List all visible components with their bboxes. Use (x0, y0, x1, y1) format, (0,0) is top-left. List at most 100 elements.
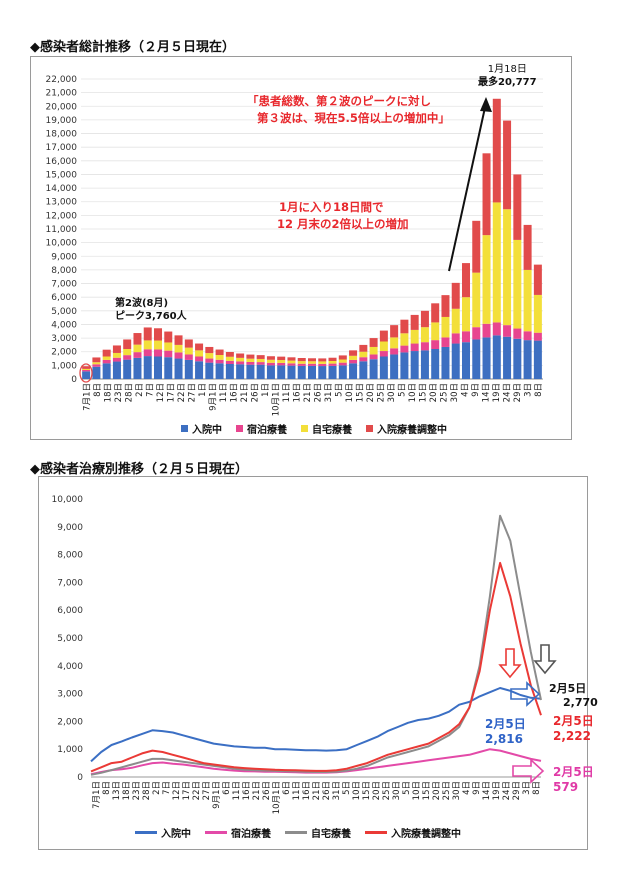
bar-segment (123, 355, 132, 360)
x-tick-label: 8日 (534, 383, 544, 397)
legend-home: 自宅療養 (301, 421, 352, 436)
bar-segment (533, 294, 542, 333)
bar-segment (174, 335, 183, 345)
x-tick-label: 16日 (242, 781, 252, 800)
bar-segment (420, 350, 429, 379)
bar-segment (338, 359, 347, 363)
x-tick-label: 18日 (122, 781, 132, 800)
bar-segment (92, 357, 101, 363)
bar-segment (431, 303, 440, 323)
legend-label-home: 自宅療養 (312, 425, 352, 436)
y-tick-label: 13,000 (46, 198, 78, 208)
x-tick-label: 25日 (442, 781, 452, 800)
x-tick-label: 26日 (250, 383, 260, 402)
bar-segment (503, 120, 512, 210)
y-tick-label: 17,000 (46, 143, 78, 153)
y-tick-label: 2,000 (51, 348, 77, 358)
bar-segment (195, 350, 204, 357)
x-tick-label: 29日 (512, 781, 522, 800)
y-tick-label: 6,000 (51, 293, 77, 303)
y-tick-label: 9,000 (51, 252, 77, 262)
bar-segment (390, 354, 399, 379)
adjusting-end-note: 2月5日 2,222 (553, 714, 594, 744)
bar-segment (441, 337, 450, 347)
bar-segment (112, 361, 121, 379)
bar-segment (431, 322, 440, 341)
home-end-note: 2月5日 2,770 (549, 682, 598, 710)
y-tick-label: 15,000 (46, 170, 78, 180)
bar-segment (523, 224, 532, 270)
legend2-label-home: 自宅療養 (311, 829, 351, 840)
bar-segment (225, 352, 234, 357)
x-tick-label: 19日 (492, 781, 502, 800)
bar-segment (482, 337, 491, 379)
bar-segment (379, 341, 388, 352)
x-tick-label: 23日 (114, 383, 124, 402)
quote-line-2: 第３波は、現在5.5倍以上の増加中」 (257, 111, 450, 125)
y-tick-label: 4,000 (57, 662, 83, 672)
x-tick-label: 11日 (292, 781, 302, 800)
home-end-date: 2月5日 (549, 682, 587, 695)
y-tick-label: 6,000 (57, 606, 83, 616)
x-tick-label: 9月1日 (208, 383, 218, 411)
bar-segment (143, 327, 152, 341)
chart2-legend: 入院中 宿泊療養 自宅療養 入院療養調整中 (135, 825, 461, 840)
legend2-line-adjusting (365, 831, 387, 834)
bar-segment (420, 342, 429, 351)
legend-label-hotel: 宿泊療養 (247, 425, 287, 436)
bar-segment (246, 358, 255, 362)
x-tick-label: 14日 (482, 781, 492, 800)
y-tick-label: 5,000 (57, 634, 83, 644)
x-tick-label: 20日 (366, 383, 376, 402)
bar-segment (225, 356, 234, 361)
bar-segment (256, 362, 265, 365)
x-tick-label: 8日 (102, 781, 112, 795)
x-tick-label: 1日 (198, 383, 208, 397)
bar-segment (112, 345, 121, 353)
chart1-peak-note: 1月18日 最多20,777 (478, 63, 537, 89)
bar-segment (133, 352, 142, 358)
bar-segment (215, 349, 224, 355)
bar-segment (461, 342, 471, 379)
bar-segment (102, 359, 111, 364)
x-tick-label: 15日 (362, 781, 372, 800)
x-tick-label: 13日 (112, 781, 122, 800)
bar-segment (461, 331, 471, 343)
chart2-frame: 0 1,000 2,000 3,000 4,000 5,000 6,000 7,000 8,00… (38, 476, 598, 850)
home-end-value: 2,770 (563, 696, 598, 709)
y-tick-label: 8,000 (51, 266, 77, 276)
bar-segment (102, 349, 111, 357)
bar-segment (205, 353, 214, 359)
bar-segment (102, 363, 111, 379)
bar-segment (123, 339, 132, 349)
hospital-right-arrow (510, 681, 541, 707)
bar-segment (92, 362, 101, 365)
adjusting-end-date: 2月5日 (553, 714, 594, 728)
bar-segment (153, 340, 163, 350)
peak-value: 最多20,777 (478, 77, 537, 88)
bar-segment (236, 353, 245, 358)
bar-segment (513, 239, 522, 329)
bar-segment (143, 356, 152, 379)
bar-segment (359, 357, 368, 362)
hotel-end-date: 2月5日 (553, 765, 594, 779)
bar-segment (277, 360, 286, 363)
bar-segment (256, 358, 265, 363)
bar-segment (410, 351, 419, 379)
bar-segment (236, 361, 245, 365)
bar-segment (195, 343, 204, 351)
bar-segment (379, 351, 388, 357)
bar-segment (164, 350, 173, 358)
bar-segment (400, 352, 409, 379)
hotel-right-arrow (512, 758, 545, 784)
bar-segment (472, 220, 481, 273)
adjusting-end-value: 2,222 (553, 729, 591, 743)
x-tick-label: 30日 (387, 383, 397, 402)
y-tick-label: 3,000 (57, 690, 83, 700)
legend-swatch-home (301, 425, 308, 432)
bar-segment (82, 370, 91, 372)
bar-segment (277, 356, 286, 361)
x-tick-label: 10日 (408, 383, 418, 402)
bar-segment (328, 357, 337, 361)
x-tick-label: 15日 (418, 383, 428, 402)
